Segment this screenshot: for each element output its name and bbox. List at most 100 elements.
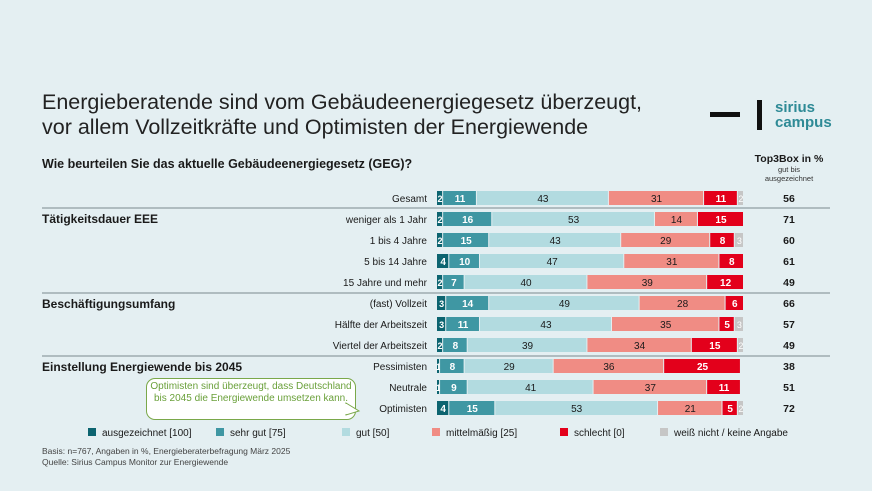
bar-segment (437, 401, 449, 415)
data-label: 31 (651, 194, 663, 205)
top3box-value: 49 (783, 277, 795, 289)
data-label: 53 (571, 404, 583, 415)
data-label: 8 (450, 362, 456, 373)
category-label: (fast) Vollzeit (370, 299, 427, 310)
data-label: 25 (697, 362, 709, 373)
data-label: 43 (537, 194, 549, 205)
category-label: Neutrale (389, 383, 427, 394)
data-label: 21 (685, 404, 697, 415)
bar-segment (437, 338, 443, 352)
category-label: Gesamt (392, 194, 427, 205)
legend-label: mittelmäßig [25] (446, 428, 518, 439)
data-label: 16 (462, 215, 474, 226)
bar-segment (492, 212, 654, 226)
data-label: 15 (467, 404, 479, 415)
footnote-basis: Basis: n=767, Angaben in %, Energieberat… (42, 446, 291, 456)
bar-segment (719, 317, 734, 331)
top3box-value: 61 (783, 256, 795, 268)
bar-segment (654, 212, 697, 226)
top3box-value: 51 (783, 382, 795, 394)
bar-segment (479, 254, 624, 268)
data-label: 34 (634, 341, 646, 352)
bar-segment (553, 359, 664, 373)
logo-word-2: campus (775, 114, 832, 131)
bar-segment (621, 233, 710, 247)
bar-segment (437, 191, 443, 205)
bar-segment (443, 191, 476, 205)
brand-logo: sirius campus (710, 98, 850, 138)
logo-dash-mark (710, 112, 740, 117)
legend-swatch (88, 428, 96, 436)
top3box-value: 38 (783, 361, 795, 373)
bar-segment (443, 233, 489, 247)
bar-segment (437, 212, 443, 226)
group-label: Einstellung Energiewende bis 2045 (42, 360, 242, 374)
legend-label: sehr gut [75] (230, 428, 286, 439)
data-label: 3 (439, 320, 444, 330)
bar-segment (658, 401, 722, 415)
logo-bar-mark (757, 100, 762, 130)
bar-segment (691, 338, 737, 352)
category-label: weniger als 1 Jahr (345, 215, 428, 226)
bar-segment (437, 359, 440, 373)
title-line-1: Energieberatende sind vom Gebäudeenergie… (42, 90, 643, 114)
top3box-header: Top3Box in % gut bis ausgezeichnet (748, 153, 830, 183)
data-label: 14 (462, 299, 474, 310)
data-label: 14 (671, 215, 683, 226)
top3box-value: 57 (783, 319, 795, 331)
data-label: 15 (715, 215, 727, 226)
data-label: 4 (440, 404, 446, 415)
data-label: 5 (727, 404, 733, 415)
bar-segment (734, 233, 743, 247)
data-label: 36 (603, 362, 615, 373)
bar-segment (476, 191, 608, 205)
top3box-heading: Top3Box in % (754, 153, 824, 165)
bar-segment (489, 296, 639, 310)
data-label: 8 (453, 341, 459, 352)
bar-segment (722, 401, 737, 415)
chart-question: Wie beurteilen Sie das aktuelle Gebäudee… (42, 157, 413, 171)
data-label: 29 (660, 236, 672, 247)
top3box-sub-2: ausgezeichnet (764, 174, 814, 183)
data-label: 29 (504, 362, 516, 373)
data-label: 2 (438, 236, 443, 246)
callout-box: Optimisten sind überzeugt, dass Deutschl… (146, 378, 356, 420)
bar-segment (725, 296, 743, 310)
legend-label: ausgezeichnet [100] (102, 428, 192, 439)
group-label: Tätigkeitsdauer EEE (42, 212, 158, 226)
data-label: 31 (666, 257, 678, 268)
data-label: 2 (438, 215, 443, 225)
data-label: 8 (720, 236, 726, 247)
legend-label: schlecht [0] (574, 428, 625, 439)
footnote-source: Quelle: Sirius Campus Monitor zur Energi… (42, 457, 229, 467)
bar-segment (443, 338, 467, 352)
data-label: 6 (732, 299, 738, 310)
category-label: Viertel der Arbeitszeit (333, 341, 428, 352)
data-label: 8 (729, 257, 735, 268)
data-label: 9 (451, 383, 457, 394)
data-label: 11 (458, 320, 469, 331)
bar-segment (593, 380, 707, 394)
data-label: 4 (440, 257, 446, 268)
data-label: 39 (642, 278, 654, 289)
title-line-2: vor allem Vollzeitkräfte und Optimisten … (42, 115, 589, 139)
data-label: 43 (540, 320, 552, 331)
data-label: 10 (459, 257, 471, 268)
data-label: 2 (438, 194, 443, 204)
data-label: 43 (550, 236, 562, 247)
data-label: 41 (525, 383, 537, 394)
bar-segment (737, 191, 743, 205)
bar-segment (437, 380, 440, 394)
data-label: 2 (438, 341, 443, 351)
bar-segment (611, 317, 719, 331)
page-title: Energieberatende sind vom Gebäudeenergie… (42, 90, 722, 140)
bar-segment (446, 317, 479, 331)
legend-item: gut [50] (342, 428, 389, 439)
bar-segment (449, 254, 479, 268)
category-label: Optimisten (379, 404, 427, 415)
bar-segment (489, 233, 621, 247)
data-label: 39 (522, 341, 534, 352)
bar-segment (437, 254, 449, 268)
data-label: 3 (737, 320, 742, 330)
data-label: 15 (461, 236, 473, 247)
